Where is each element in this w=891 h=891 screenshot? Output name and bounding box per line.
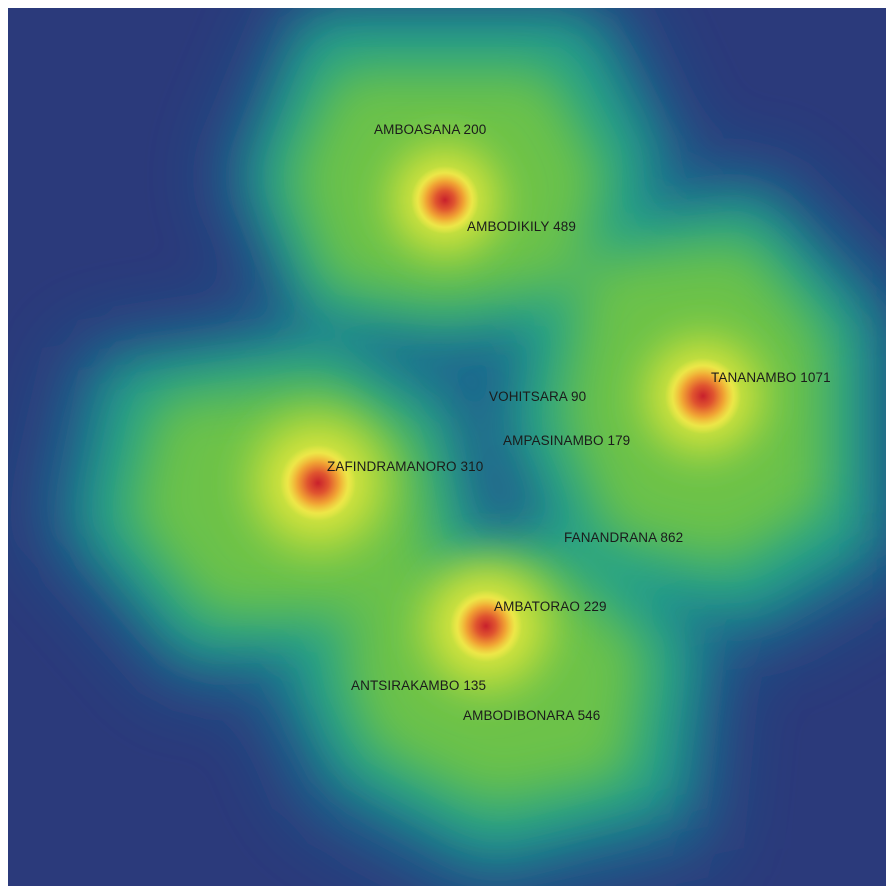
label-amboasana: AMBOASANA 200 — [374, 122, 487, 137]
label-zafindramanoro: ZAFINDRAMANORO 310 — [327, 459, 484, 474]
label-ampasinambo: AMPASINAMBO 179 — [503, 433, 631, 448]
label-ambodibonara: AMBODIBONARA 546 — [463, 708, 601, 723]
label-ambatorao: AMBATORAO 229 — [494, 599, 607, 614]
heatmap-surface — [8, 8, 886, 886]
hotspot-tananambo — [665, 358, 741, 434]
hotspot-ambodikily — [411, 166, 479, 234]
label-antsirakambo: ANTSIRAKAMBO 135 — [351, 678, 487, 693]
label-tananambo: TANANAMBO 1071 — [711, 370, 831, 385]
hotspot-ambatorao — [450, 590, 522, 662]
density-heatmap: AMBOASANA 200 AMBODIKILY 489 TANANAMBO 1… — [8, 8, 886, 886]
hotspot-layer — [280, 166, 741, 662]
label-ambodikily: AMBODIKILY 489 — [467, 219, 576, 234]
hotspot-zafindramanoro — [280, 445, 356, 521]
label-fanandrana: FANANDRANA 862 — [564, 530, 684, 545]
label-vohitsara: VOHITSARA 90 — [489, 389, 587, 404]
